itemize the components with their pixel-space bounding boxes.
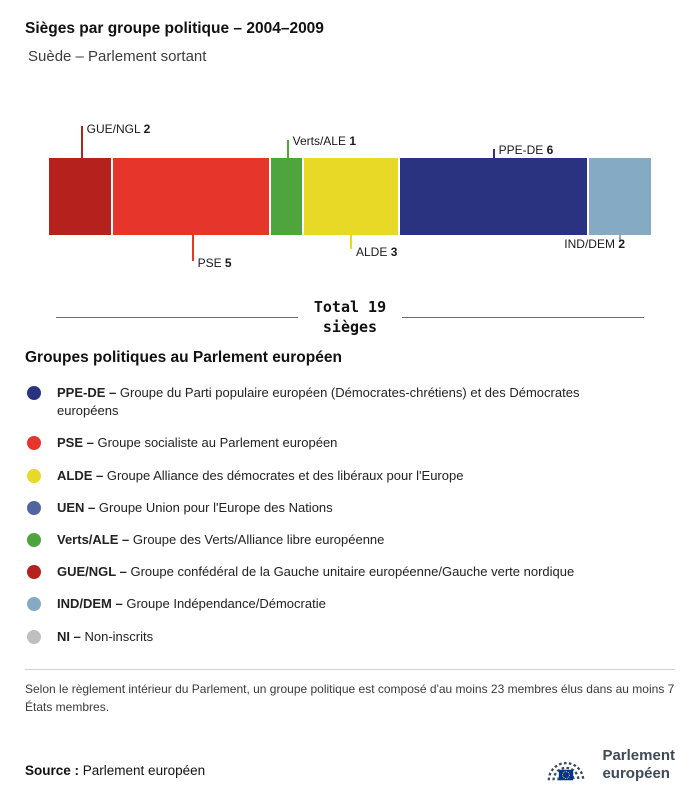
logo-line-2: européen	[602, 764, 670, 782]
legend-desc: Groupe socialiste au Parlement européen	[97, 435, 338, 451]
bar-segment-gue-ngl	[49, 158, 114, 235]
bar-segment-alde	[304, 158, 400, 235]
legend-desc: Non-inscrits	[84, 628, 154, 644]
divider-line	[402, 317, 644, 318]
total-line-2: sièges	[322, 317, 378, 336]
eu-parliament-hemicycle-icon	[548, 761, 585, 781]
bar-label-alde: ALDE 3	[356, 245, 397, 259]
color-dot-icon	[27, 565, 41, 580]
legend-abbr: ALDE –	[57, 467, 104, 483]
legend-abbr: Verts/ALE –	[57, 531, 130, 547]
group-seats: 2	[143, 122, 151, 136]
color-dot-icon	[27, 436, 41, 451]
bar-segment-pse	[113, 158, 272, 235]
legend: Groupes politiques au Parlement européen…	[25, 349, 675, 653]
bar-label-ind-dem: IND/DEM 2	[564, 237, 625, 251]
group-seats: 6	[546, 143, 554, 157]
group-name: Verts/ALE	[292, 134, 346, 148]
callout-line-ppe-de	[492, 149, 495, 158]
footer-row: Source : Parlement européen Parlement eu…	[25, 744, 675, 786]
color-dot-icon	[27, 532, 41, 547]
group-seats: 2	[618, 237, 625, 251]
legend-item-verts-ale: Verts/ALE – Groupe des Verts/Alliance li…	[25, 524, 675, 556]
color-dot-icon	[27, 386, 41, 400]
european-parliament-logo: Parlement européen	[540, 744, 675, 786]
header: Sièges par groupe politique – 2004–2009 …	[0, 0, 700, 65]
page-subtitle: Suède – Parlement sortant	[28, 48, 207, 65]
logo-line-1: Parlement	[602, 747, 675, 765]
bar-segment-ind-dem	[588, 158, 651, 235]
source-label: Source :	[25, 762, 80, 778]
bar-label-pse: PSE 5	[198, 256, 232, 270]
legend-item-ind-dem: IND/DEM – Groupe Indépendance/Démocratie	[25, 588, 675, 620]
callout-line-pse	[191, 235, 194, 261]
page-title: Sièges par groupe politique – 2004–2009	[25, 20, 324, 37]
legend-abbr: NI –	[57, 628, 81, 644]
color-dot-icon	[27, 597, 41, 612]
group-seats: 1	[349, 134, 357, 148]
legend-desc: Groupe confédéral de la Gauche unitaire …	[130, 564, 575, 580]
legend-abbr: PPE-DE –	[57, 385, 117, 400]
callout-line-verts-ale	[286, 140, 289, 158]
callout-line-ind-dem	[619, 235, 622, 241]
group-seats: 3	[390, 245, 398, 259]
callout-line-gue-ngl	[80, 126, 83, 158]
color-dot-icon	[27, 468, 41, 483]
legend-item-uen: UEN – Groupe Union pour l'Europe des Nat…	[25, 492, 675, 524]
group-name: PSE	[197, 256, 222, 270]
group-name: IND/DEM	[564, 237, 615, 251]
legend-item-ppe-de: PPE-DE – Groupe du Parti populaire europ…	[25, 377, 675, 427]
group-seats: 5	[224, 256, 232, 270]
seats-stacked-bar-chart: GUE/NGL 2 Verts/ALE 1 PPE-DE 6 PSE 5	[49, 122, 651, 272]
logo-text: Parlement européen	[602, 747, 675, 782]
callout-line-alde	[350, 235, 352, 249]
group-name: ALDE	[356, 245, 388, 259]
bar-label-verts-ale: Verts/ALE 1	[293, 134, 356, 148]
total-seats: Total 19 sièges	[56, 298, 644, 337]
bar-label-ppe-de: PPE-DE 6	[499, 143, 554, 157]
legend-abbr: IND/DEM –	[57, 596, 123, 612]
stacked-bar	[49, 158, 651, 235]
legend-item-alde: ALDE – Groupe Alliance des démocrates et…	[25, 460, 675, 492]
legend-abbr: UEN –	[57, 499, 96, 515]
total-seats-label: Total 19 sièges	[314, 298, 386, 337]
color-dot-icon	[27, 500, 41, 515]
legend-desc: Groupe Union pour l'Europe des Nations	[98, 499, 333, 515]
legend-desc: Groupe Indépendance/Démocratie	[126, 596, 326, 612]
group-name: GUE/NGL	[86, 122, 141, 136]
bar-label-gue-ngl: GUE/NGL 2	[87, 122, 151, 136]
legend-abbr: PSE –	[57, 435, 94, 451]
total-line-1: Total 19	[313, 298, 387, 316]
footnote: Selon le règlement intérieur du Parlemen…	[25, 668, 675, 716]
legend-item-ni: NI – Non-inscrits	[25, 621, 675, 653]
legend-desc: Groupe Alliance des démocrates et des li…	[106, 467, 464, 483]
bar-segment-verts-ale	[271, 158, 305, 235]
group-name: PPE-DE	[498, 143, 544, 157]
bar-segment-ppe-de	[399, 158, 589, 235]
legend-title: Groupes politiques au Parlement européen	[25, 349, 342, 366]
legend-desc: Groupe du Parti populaire européen (Démo…	[57, 385, 580, 419]
color-dot-icon	[27, 629, 41, 644]
legend-abbr: GUE/NGL –	[57, 564, 127, 580]
source-line: Source : Parlement européen	[25, 763, 205, 786]
source-value: Parlement européen	[82, 762, 206, 778]
legend-desc: Groupe des Verts/Alliance libre européen…	[132, 531, 385, 547]
legend-item-pse: PSE – Groupe socialiste au Parlement eur…	[25, 427, 675, 459]
legend-item-gue-ngl: GUE/NGL – Groupe confédéral de la Gauche…	[25, 556, 675, 588]
divider-line	[56, 317, 298, 318]
